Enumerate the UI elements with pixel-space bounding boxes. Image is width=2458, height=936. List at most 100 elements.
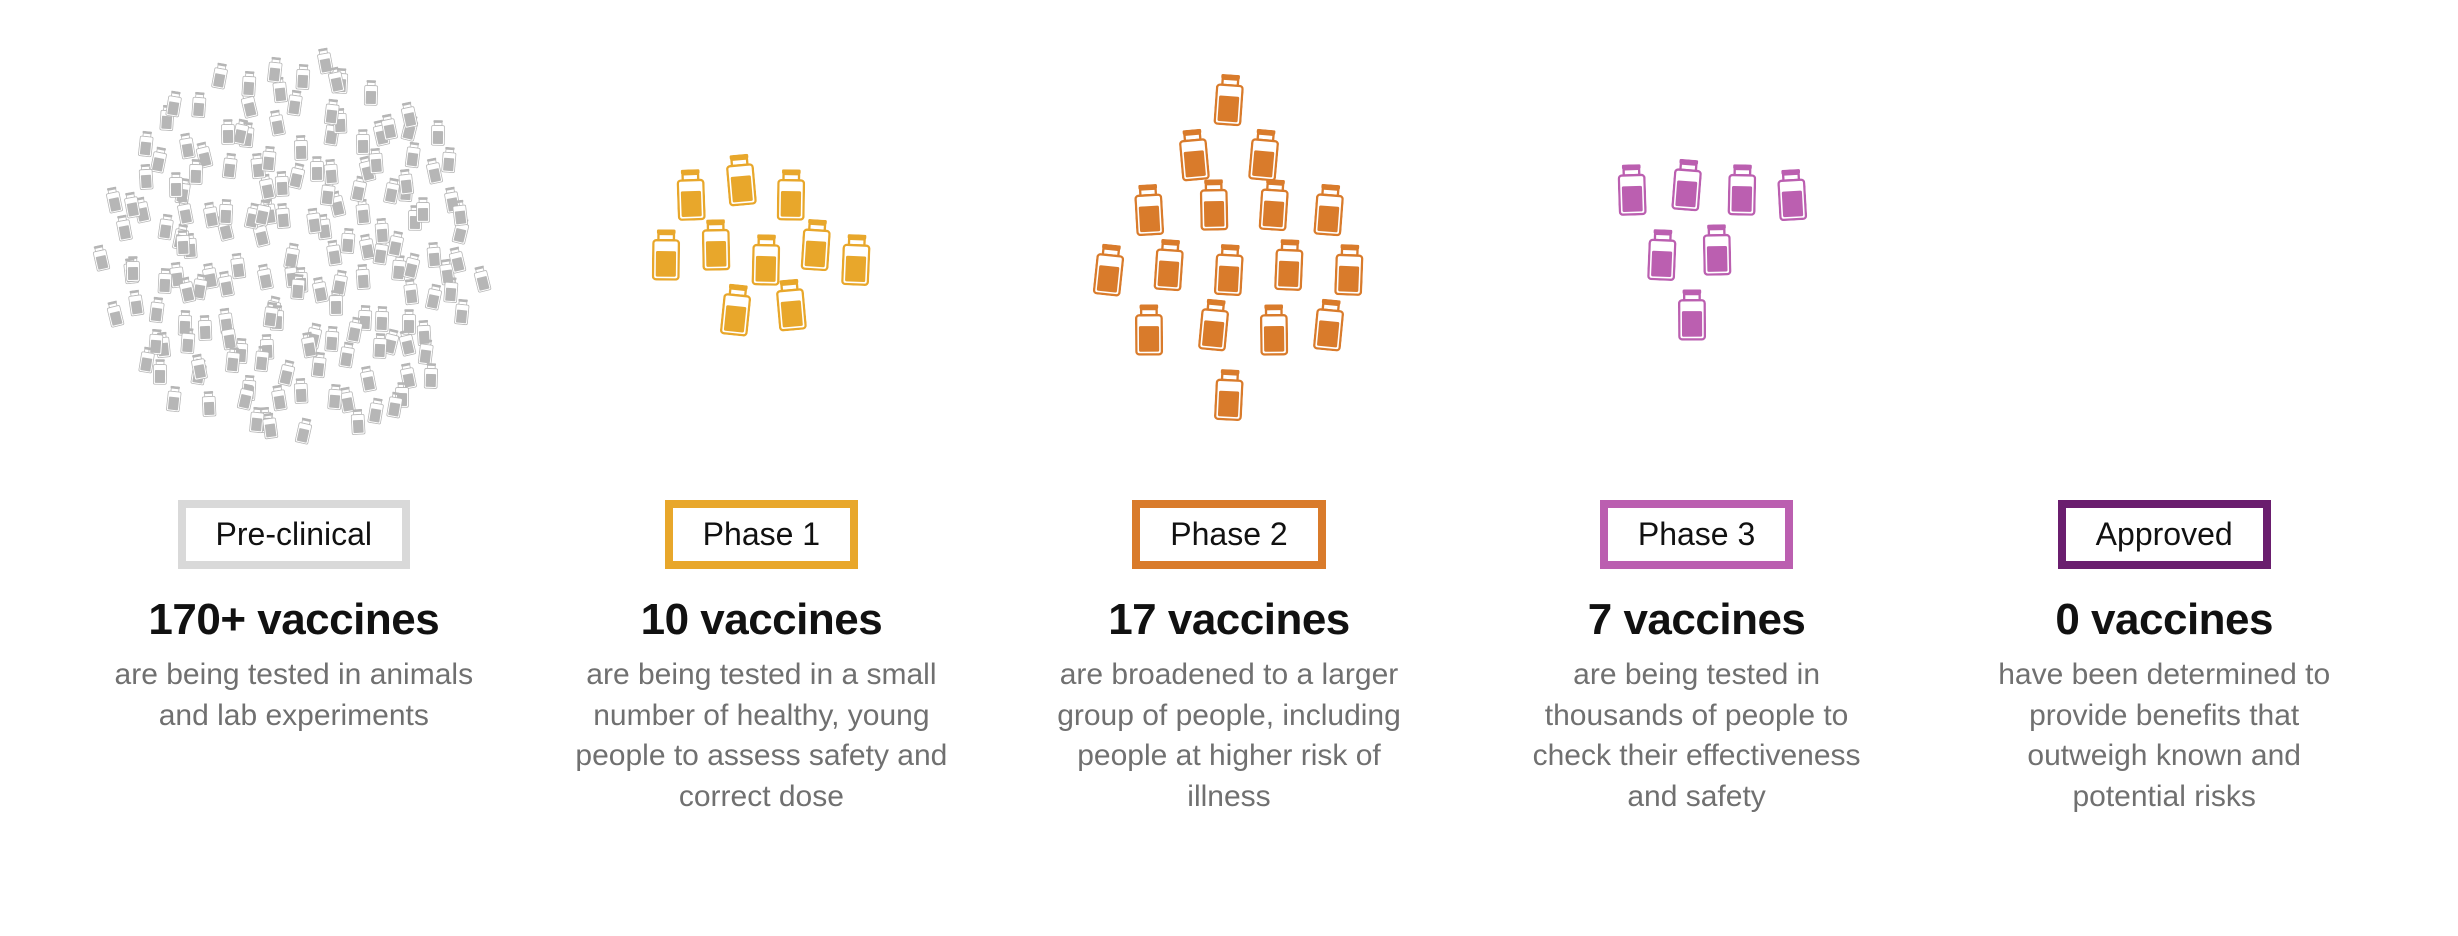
vial-icon: [290, 274, 306, 301]
vial-icon: [225, 346, 241, 373]
vial-icon: [157, 213, 175, 240]
vial-icon: [1200, 179, 1229, 231]
vial-icon: [359, 365, 378, 393]
vial-icon: [1313, 298, 1346, 352]
vial-icon: [267, 56, 284, 83]
vial-icon: [253, 345, 270, 372]
vial-icon: [841, 234, 871, 286]
vial-icon: [126, 256, 140, 282]
vial-icon: [91, 244, 110, 272]
vial-icon: [241, 71, 257, 98]
vial-icon: [417, 339, 434, 366]
vial-icon: [801, 219, 832, 272]
vial-icon: [157, 268, 172, 294]
vial-icon: [1134, 184, 1165, 237]
stage-label: Phase 3: [1600, 500, 1793, 569]
vial-icon: [451, 199, 468, 226]
vial-icon: [677, 169, 707, 221]
vial-icon: [1727, 164, 1756, 216]
vial-icon: [367, 397, 385, 425]
vial-icon: [374, 218, 390, 245]
vial-icon: [165, 90, 183, 118]
vial-icon: [1647, 229, 1677, 281]
vial-icon: [1214, 244, 1245, 297]
vial-icon: [175, 230, 190, 256]
vial-icon: [327, 384, 343, 411]
vial-icon: [424, 283, 443, 311]
vial-icon: [340, 228, 356, 255]
vial-icon: [294, 135, 309, 161]
vial-icon: [404, 142, 421, 169]
vial-icon: [399, 101, 418, 129]
vial-cluster-phase2: [1013, 30, 1445, 470]
vial-icon: [338, 341, 356, 369]
vial-icon: [355, 263, 371, 290]
vial-icon: [105, 299, 125, 327]
vial-icon: [229, 252, 246, 279]
vial-icon: [1178, 128, 1210, 181]
stage-approved: Approved0 vaccineshave been determined t…: [1930, 30, 2398, 817]
vial-icon: [431, 120, 445, 146]
vial-icon: [387, 230, 406, 258]
vial-icon: [191, 91, 207, 118]
vial-icon: [1274, 239, 1304, 291]
vial-icon: [1678, 289, 1706, 340]
vial-icon: [373, 333, 388, 359]
vial-icon: [424, 363, 439, 389]
vial-cluster-phase3: [1481, 30, 1913, 470]
stage-label: Phase 1: [665, 500, 858, 569]
vial-icon: [364, 80, 379, 106]
vial-icon: [294, 377, 309, 403]
vial-icon: [720, 283, 753, 337]
vial-icon: [178, 132, 196, 160]
vial-icon: [1213, 74, 1244, 127]
vial-cluster-preclinical: [78, 30, 510, 470]
vial-icon: [176, 198, 195, 226]
vaccine-stages-infographic: Pre-clinical170+ vaccinesare being teste…: [0, 0, 2458, 936]
vial-icon: [153, 359, 167, 385]
stage-label: Approved: [2058, 500, 2271, 569]
vial-icon: [1258, 179, 1289, 232]
stage-label: Pre-clinical: [178, 500, 410, 569]
vial-icon: [652, 229, 680, 280]
vial-icon: [403, 279, 420, 306]
stage-description: are broadened to a larger group of peopl…: [1039, 655, 1419, 817]
vial-icon: [345, 316, 363, 344]
vial-cluster-approved: [1948, 30, 2380, 470]
vial-icon: [197, 315, 212, 341]
vial-icon: [188, 159, 203, 185]
stage-phase2: Phase 217 vaccinesare broadened to a lar…: [995, 30, 1463, 817]
vial-icon: [286, 90, 304, 117]
stage-headline: 0 vaccines: [2055, 595, 2273, 645]
vial-icon: [311, 276, 330, 304]
vial-icon: [166, 386, 183, 413]
vial-icon: [201, 201, 219, 229]
stage-headline: 7 vaccines: [1588, 595, 1806, 645]
vial-icon: [725, 153, 757, 206]
vial-icon: [262, 412, 279, 439]
vial-icon: [324, 325, 340, 352]
vial-icon: [1702, 224, 1731, 276]
vial-icon: [148, 297, 165, 324]
vial-icon: [454, 299, 470, 326]
vial-icon: [180, 328, 196, 355]
vial-icon: [311, 352, 328, 379]
vial-icon: [288, 161, 307, 189]
stage-description: are being tested in a small number of he…: [571, 655, 951, 817]
vial-icon: [256, 263, 275, 291]
vial-icon: [127, 289, 145, 317]
vial-icon: [105, 186, 124, 214]
vial-icon: [472, 265, 492, 293]
vial-icon: [1135, 304, 1163, 355]
stage-description: are being tested in thousands of people …: [1507, 655, 1887, 817]
stage-label: Phase 2: [1132, 500, 1325, 569]
vial-icon: [1617, 164, 1647, 216]
vial-icon: [702, 219, 731, 271]
vial-icon: [329, 290, 344, 316]
vial-icon: [1671, 158, 1703, 211]
stage-headline: 10 vaccines: [641, 595, 883, 645]
vial-icon: [295, 64, 310, 90]
vial-icon: [201, 391, 216, 417]
vial-cluster-phase1: [546, 30, 978, 470]
vial-icon: [268, 109, 287, 137]
